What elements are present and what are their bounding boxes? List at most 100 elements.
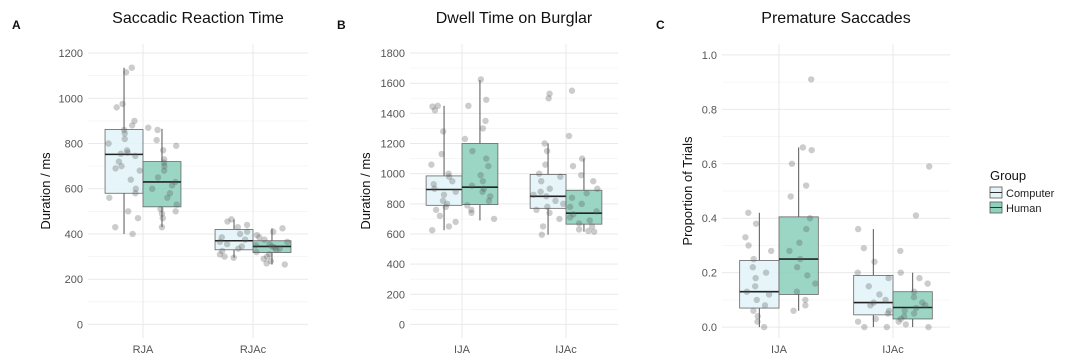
data-point	[900, 313, 908, 320]
data-point	[281, 261, 288, 268]
x-tick-label: IJAc	[555, 344, 577, 356]
data-point	[105, 140, 112, 147]
data-point	[533, 206, 540, 214]
data-point	[429, 103, 436, 110]
data-point	[590, 178, 597, 185]
data-point	[480, 185, 488, 192]
data-point	[790, 307, 797, 314]
data-point	[268, 243, 276, 250]
data-point	[154, 126, 161, 134]
data-point	[812, 280, 819, 287]
data-point	[224, 218, 231, 225]
data-point	[544, 203, 551, 211]
data-point	[431, 107, 439, 114]
data-point	[543, 193, 550, 200]
data-point	[807, 76, 815, 83]
iqr-box	[104, 129, 144, 194]
data-point	[121, 135, 128, 143]
data-point	[565, 132, 573, 140]
data-point	[542, 161, 549, 168]
data-point	[919, 299, 926, 306]
data-point	[464, 202, 471, 209]
data-point	[284, 238, 291, 246]
panel-title: Premature Saccades	[761, 10, 910, 27]
y-tick-label: 0	[399, 319, 405, 331]
data-point	[172, 178, 179, 186]
data-point	[442, 203, 450, 211]
data-point	[241, 236, 249, 243]
panel-title: Dwell Time on Burglar	[436, 10, 593, 27]
data-point	[916, 274, 923, 282]
data-point	[745, 209, 752, 216]
data-point	[438, 150, 445, 158]
data-point	[253, 248, 260, 256]
data-point	[910, 310, 918, 317]
y-tick-label: 1200	[59, 48, 83, 60]
data-point	[885, 274, 892, 282]
data-point	[123, 147, 131, 154]
y-tick-label: 1400	[381, 108, 405, 120]
data-point	[223, 240, 231, 248]
data-point	[218, 247, 226, 255]
data-point	[884, 310, 892, 317]
box-rja-computer	[104, 64, 144, 238]
data-point	[802, 182, 810, 189]
data-point	[236, 230, 244, 238]
data-point	[168, 182, 176, 189]
data-point	[159, 214, 166, 222]
data-point	[124, 208, 132, 215]
data-point	[263, 260, 270, 267]
y-tick-label: 600	[65, 184, 83, 196]
data-point	[430, 181, 437, 188]
data-point	[160, 156, 168, 163]
box-ijac-human	[565, 87, 603, 235]
data-point	[570, 211, 577, 218]
data-point	[865, 283, 872, 290]
y-tick-label: 1600	[381, 78, 405, 90]
data-point	[910, 293, 918, 301]
box-ijac-computer	[853, 225, 894, 331]
data-point	[122, 69, 130, 76]
panel-letter: B	[337, 18, 346, 32]
data-point	[106, 194, 113, 201]
iqr-box	[739, 260, 780, 309]
data-point	[754, 313, 761, 320]
data-point	[803, 225, 810, 233]
data-point	[253, 231, 261, 239]
data-point	[541, 140, 548, 147]
x-tick-label: IJA	[454, 344, 471, 356]
data-point	[560, 200, 567, 208]
data-point	[479, 188, 486, 195]
data-point	[477, 76, 485, 83]
data-point	[439, 197, 447, 204]
data-point	[452, 218, 459, 226]
data-point	[252, 242, 260, 249]
data-point	[121, 130, 128, 137]
data-point	[802, 296, 809, 304]
x-tick-label: RJA	[133, 344, 154, 356]
data-point	[577, 171, 585, 179]
data-point	[158, 210, 166, 217]
panel-letter: A	[12, 18, 21, 32]
data-point	[537, 188, 544, 195]
data-point	[912, 304, 920, 312]
data-point	[902, 321, 910, 328]
data-point	[925, 163, 933, 170]
y-tick-label: 1000	[59, 93, 83, 105]
data-point	[228, 216, 235, 223]
data-point	[469, 147, 476, 155]
data-point	[157, 205, 164, 213]
x-tick-label: IJA	[771, 344, 788, 356]
data-point	[767, 247, 775, 255]
data-point	[129, 230, 136, 238]
data-point	[271, 244, 278, 251]
data-point	[749, 264, 757, 271]
data-point	[234, 223, 242, 231]
data-point	[263, 253, 271, 260]
chart-panel-c: 0.0 0.2 0.4 0.6 0.8 1.0 IJA IJAc Premature Sacca…	[656, 10, 950, 356]
data-point	[876, 291, 883, 298]
data-point	[793, 264, 801, 271]
data-point	[575, 220, 583, 227]
data-point	[468, 206, 475, 214]
